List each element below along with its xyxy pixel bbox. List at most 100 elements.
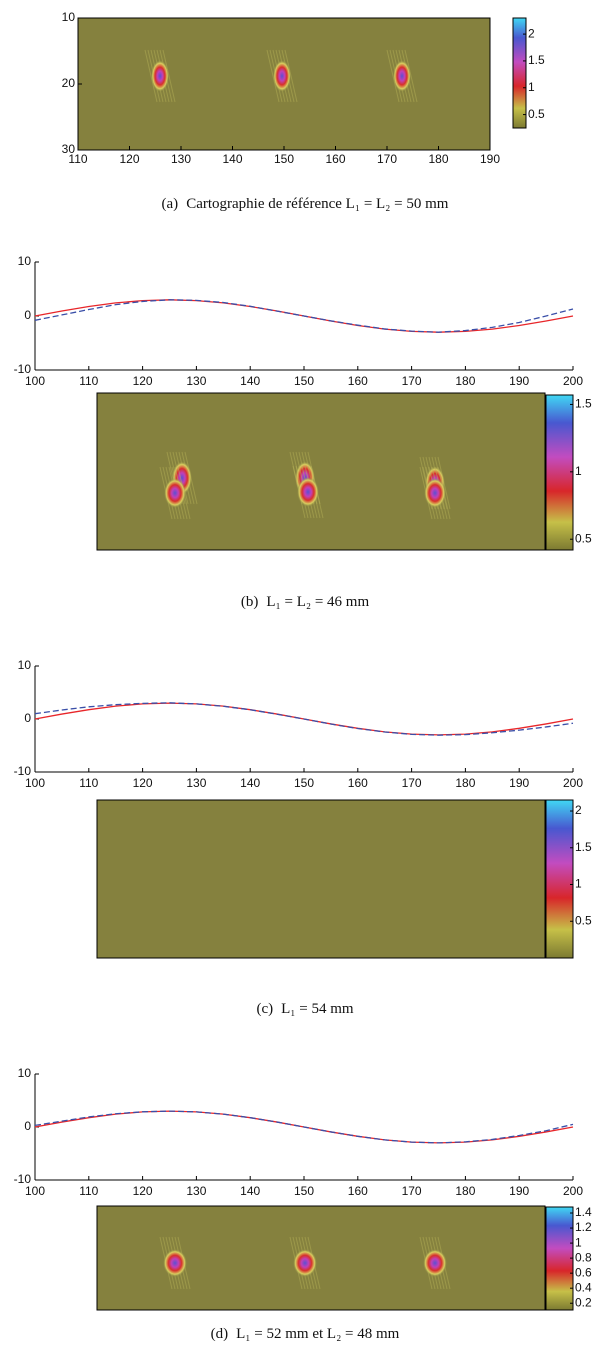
caption-text: L₁ = L₂ = 46 mm [266, 594, 369, 610]
x-tick-label: 100 [25, 1184, 45, 1198]
hot-spot [423, 1249, 447, 1277]
x-tick-label: 150 [294, 374, 314, 388]
colorbar-tick-label: 2 [575, 803, 582, 817]
colorbar-tick-label: 1.4 [575, 1205, 592, 1219]
colorbar-tick-label: 1 [575, 464, 582, 478]
x-tick-label: 190 [509, 1184, 529, 1198]
x-tick-label: 120 [133, 374, 153, 388]
colorbar-tick-label: 0.4 [575, 1280, 592, 1294]
heatmap-frame [77, 17, 491, 151]
x-tick-label: 120 [133, 776, 153, 790]
x-tick-label: 110 [79, 776, 98, 790]
x-tick-label: 170 [402, 776, 422, 790]
x-tick-label: 170 [377, 152, 397, 166]
x-tick-label: 200 [563, 776, 583, 790]
x-tick-label: 180 [455, 1184, 475, 1198]
heatmap-frame [96, 392, 546, 551]
y-tick-label: 0 [24, 711, 31, 725]
x-tick-label: 190 [480, 152, 500, 166]
x-tick-label: 130 [186, 1184, 206, 1198]
y-tick-label: 10 [18, 254, 32, 268]
heatmap-frame [96, 799, 546, 959]
y-tick-label: 20 [62, 76, 76, 90]
x-tick-label: 140 [240, 1184, 260, 1198]
x-tick-label: 130 [186, 776, 206, 790]
caption-text: Cartographie de référence L₁ = L₂ = 50 m… [186, 196, 449, 212]
x-tick-label: 200 [563, 374, 583, 388]
x-tick-label: 180 [455, 374, 475, 388]
colorbar-tick-label: 1 [575, 1235, 582, 1249]
colorbar-tick-label: 0.5 [528, 107, 545, 121]
x-tick-label: 130 [171, 152, 191, 166]
y-tick-label: 0 [24, 1119, 31, 1133]
y-tick-label: -10 [14, 764, 32, 778]
y-tick-label: -10 [14, 1172, 32, 1186]
x-tick-label: 160 [348, 374, 368, 388]
hot-spot [163, 1249, 187, 1277]
x-tick-label: 180 [428, 152, 448, 166]
colorbar-tick-label: 0.2 [575, 1295, 592, 1309]
x-tick-label: 200 [563, 1184, 583, 1198]
x-tick-label: 170 [402, 374, 422, 388]
y-tick-label: 30 [62, 142, 76, 156]
hot-spot [293, 1249, 317, 1277]
hot-spot [393, 60, 411, 92]
hot-spot [164, 478, 186, 508]
curve [34, 1110, 574, 1144]
caption: (c) L₁ = 54 mm [256, 1001, 353, 1017]
x-tick-label: 160 [348, 1184, 368, 1198]
colorbar-tick-label: 2 [528, 26, 535, 40]
colorbar [545, 1206, 574, 1311]
colorbar-tick-label: 1 [575, 877, 582, 891]
caption-text: L₁ = 52 mm et L₂ = 48 mm [236, 1326, 400, 1342]
x-tick-label: 140 [240, 776, 260, 790]
caption: (a) Cartographie de référence L₁ = L₂ = 5… [162, 196, 449, 212]
colorbar-tick-label: 1 [528, 80, 535, 94]
x-tick-label: 150 [294, 1184, 314, 1198]
colorbar [545, 394, 574, 551]
y-tick-label: 10 [62, 10, 76, 24]
x-tick-label: 120 [133, 1184, 153, 1198]
hot-spot [151, 60, 169, 92]
x-tick-label: 150 [274, 152, 294, 166]
caption-label: (c) [256, 1001, 273, 1017]
heatmap-field [97, 393, 545, 550]
colorbar-tick-label: 0.5 [575, 913, 592, 927]
x-tick-label: 190 [509, 776, 529, 790]
colorbar [545, 799, 574, 959]
x-tick-label: 180 [455, 776, 475, 790]
colorbar [512, 17, 527, 129]
y-tick-label: 0 [24, 308, 31, 322]
x-tick-label: 160 [325, 152, 345, 166]
y-tick-label: 10 [18, 1066, 32, 1080]
y-tick-label: -10 [14, 362, 32, 376]
x-tick-label: 140 [222, 152, 242, 166]
x-tick-label: 110 [68, 152, 87, 166]
caption-label: (b) [241, 594, 259, 610]
caption-label: (a) [162, 196, 179, 212]
caption-label: (d) [211, 1326, 229, 1342]
colorbar-tick-label: 1.5 [575, 840, 592, 854]
hot-spot [273, 60, 291, 92]
colorbar-tick-label: 1.5 [528, 53, 545, 67]
x-tick-label: 100 [25, 374, 45, 388]
x-tick-label: 130 [186, 374, 206, 388]
x-tick-label: 170 [402, 1184, 422, 1198]
colorbar-tick-label: 0.8 [575, 1250, 592, 1264]
x-tick-label: 160 [348, 776, 368, 790]
colorbar-tick-label: 0.6 [575, 1265, 592, 1279]
x-tick-label: 110 [79, 1184, 98, 1198]
curve [34, 299, 574, 333]
hot-spot [424, 478, 446, 508]
heatmap-frame [96, 1205, 546, 1311]
caption: (b) L₁ = L₂ = 46 mm [241, 594, 370, 610]
x-tick-label: 100 [25, 776, 45, 790]
x-tick-label: 120 [119, 152, 139, 166]
y-tick-label: 10 [18, 658, 32, 672]
x-tick-label: 140 [240, 374, 260, 388]
caption: (d) L₁ = 52 mm et L₂ = 48 mm [211, 1326, 400, 1342]
hot-spot [297, 477, 319, 507]
colorbar-tick-label: 1.2 [575, 1220, 592, 1234]
caption-text: L₁ = 54 mm [281, 1001, 354, 1017]
